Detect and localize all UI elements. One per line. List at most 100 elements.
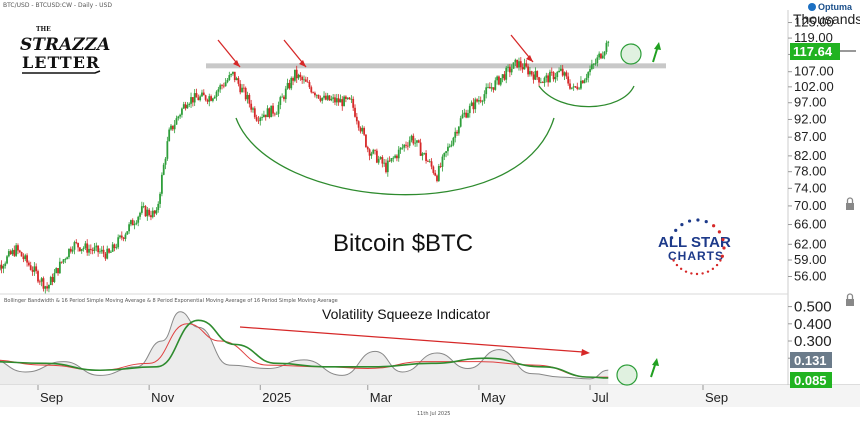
- price-lock-icon[interactable]: [846, 197, 854, 210]
- candle-body: [248, 95, 251, 104]
- candle-body: [470, 102, 473, 106]
- candle-body: [91, 249, 94, 251]
- candle-body: [492, 87, 495, 90]
- allstar-line2: CHARTS: [668, 249, 724, 263]
- candle-body: [434, 172, 437, 176]
- candle-body: [100, 249, 103, 252]
- candle-body: [441, 156, 444, 167]
- candle-body: [345, 96, 347, 99]
- candle-body: [337, 98, 340, 103]
- candle-body: [217, 89, 220, 92]
- price-tick-label: 125.00: [794, 15, 834, 30]
- star-dot: [720, 254, 724, 258]
- red-arrow-3-head: [526, 55, 533, 62]
- price-tick-label: 74.00: [794, 180, 827, 195]
- candle-body: [20, 252, 23, 257]
- candle-body: [354, 107, 356, 117]
- footer-date: 11th Jul 2025: [417, 411, 450, 417]
- resistance-line: [206, 63, 666, 69]
- candle-body: [352, 98, 355, 108]
- candle-body: [346, 97, 349, 99]
- candle-body: [295, 69, 298, 79]
- candle-body: [266, 108, 269, 118]
- star-dot: [712, 224, 716, 228]
- candle-body: [596, 57, 599, 64]
- candle-body: [416, 140, 418, 143]
- candle-body: [206, 99, 209, 102]
- candle-body: [88, 248, 90, 253]
- candle-body: [44, 286, 47, 289]
- candle-body: [310, 87, 313, 93]
- candle-body: [598, 53, 601, 58]
- candle-body: [66, 257, 69, 260]
- candlestick-series: [0, 40, 610, 294]
- candle-body: [527, 66, 529, 75]
- candle-body: [288, 82, 291, 89]
- candle-body: [153, 210, 156, 214]
- candle-body: [69, 248, 72, 252]
- candle-body: [6, 256, 8, 264]
- candle-body: [519, 61, 522, 68]
- candle-body: [410, 135, 413, 141]
- candle-body: [293, 69, 296, 81]
- star-dot: [684, 270, 688, 273]
- candle-body: [405, 144, 407, 146]
- candle-body: [57, 268, 59, 274]
- candle-body: [272, 105, 274, 114]
- candle-body: [142, 206, 145, 207]
- star-dot: [690, 272, 693, 275]
- price-tick-label: 70.00: [794, 198, 827, 213]
- candle-body: [607, 41, 610, 43]
- candle-body: [29, 265, 32, 270]
- candle-body: [104, 253, 107, 259]
- price-tick-label: 87.00: [794, 129, 827, 144]
- candle-body: [120, 235, 123, 238]
- candle-body: [239, 83, 242, 93]
- candle-body: [541, 82, 544, 84]
- candle-body: [361, 127, 364, 132]
- indicator-badges: 0.131 0.085: [790, 352, 832, 388]
- candle-body: [286, 82, 289, 89]
- candle-body: [563, 72, 566, 76]
- logo-strazza: STRAZZA: [20, 35, 110, 55]
- x-month-label: Sep: [705, 390, 728, 405]
- candle-body: [436, 175, 438, 182]
- candle-body: [324, 95, 327, 100]
- candle-body: [226, 79, 229, 83]
- candle-body: [472, 102, 475, 110]
- candle-body: [576, 86, 579, 89]
- candle-body: [62, 259, 65, 263]
- green-up-arrow-2-head: [652, 358, 659, 366]
- candle-body: [219, 85, 222, 90]
- candle-body: [574, 86, 577, 88]
- candle-body: [539, 82, 542, 84]
- candle-body: [549, 71, 551, 83]
- star-dot: [687, 219, 692, 223]
- candle-body: [426, 160, 429, 162]
- candle-body: [264, 114, 267, 118]
- candle-body: [454, 131, 457, 138]
- candle-body: [93, 247, 96, 251]
- symbol-line: BTC/USD - BTCUSD:CW - Daily - USD: [3, 2, 112, 9]
- candle-body: [525, 63, 528, 67]
- candle-body: [171, 125, 174, 130]
- candle-body: [374, 149, 376, 151]
- candle-body: [290, 78, 293, 89]
- indicator-lock-icon[interactable]: [846, 293, 854, 306]
- star-dot: [695, 272, 699, 276]
- candle-body: [140, 206, 143, 213]
- candle-body: [437, 166, 440, 182]
- candle-body: [102, 249, 105, 254]
- main-chart-title: Bitcoin $BTC: [333, 230, 473, 257]
- candle-body: [299, 74, 302, 77]
- candle-body: [79, 247, 81, 252]
- candle-body: [166, 141, 169, 159]
- candle-body: [148, 209, 151, 216]
- candle-body: [518, 61, 520, 68]
- breakout-circle: [620, 43, 642, 65]
- candle-body: [521, 67, 524, 70]
- star-dot: [711, 267, 715, 271]
- price-tick-label: 107.00: [794, 64, 834, 79]
- candle-body: [585, 77, 588, 81]
- candle-body: [106, 248, 109, 259]
